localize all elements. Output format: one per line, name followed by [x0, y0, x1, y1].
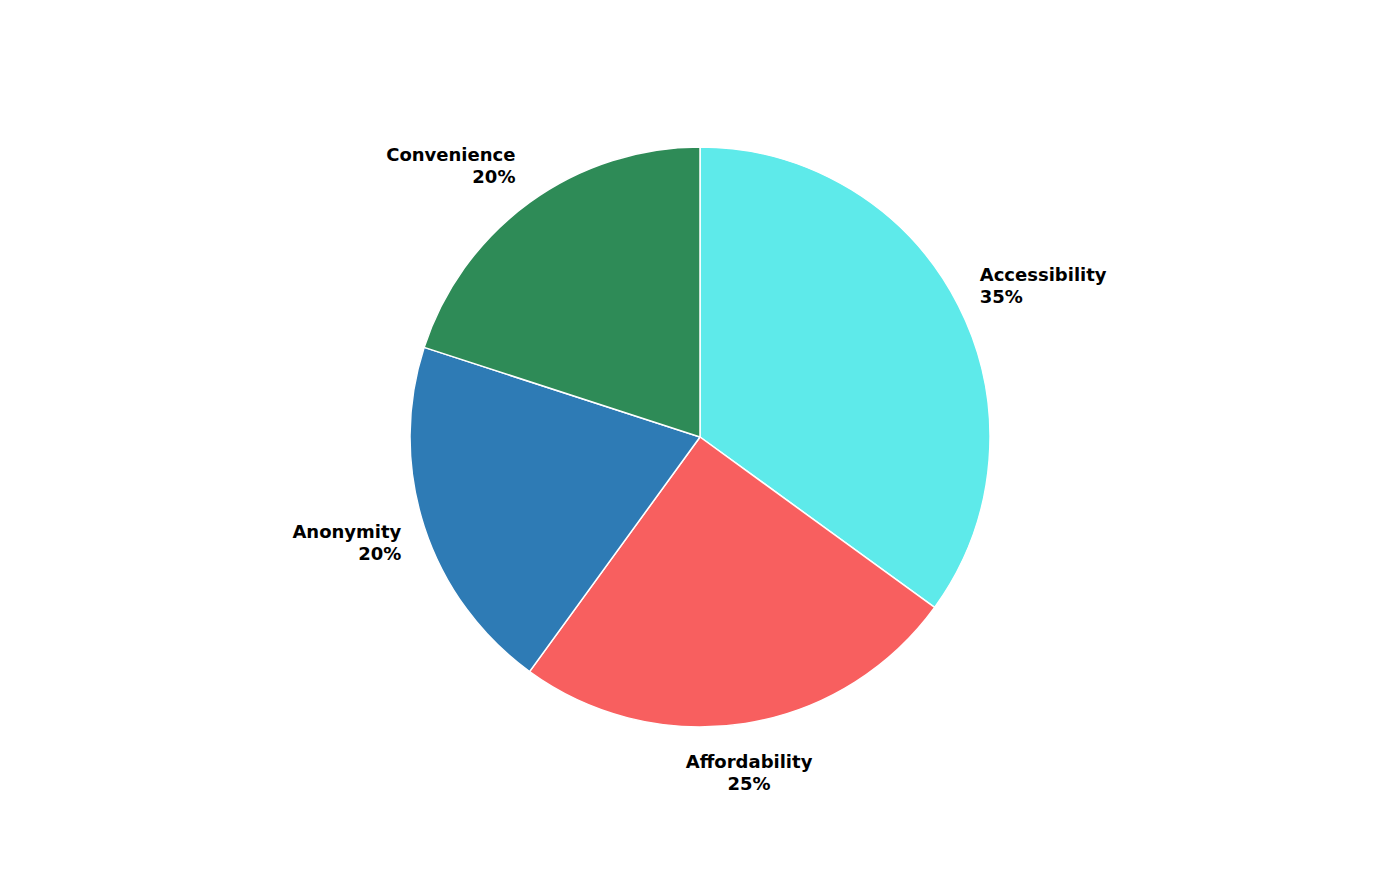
- slice-label-category: Convenience: [386, 144, 515, 165]
- pie-slice: [424, 147, 700, 437]
- chart-svg: Accessibility35% Affordability25% Anonymit…: [0, 0, 1400, 875]
- slice-label-value: 25%: [728, 773, 771, 794]
- slice-label-value: 20%: [472, 166, 515, 187]
- slice-label: Convenience20%: [386, 144, 515, 187]
- labels: Accessibility35% Affordability25% Anonymit…: [292, 144, 1106, 794]
- slice-label-category: Anonymity: [292, 521, 401, 542]
- slice-label-category: Accessibility: [980, 264, 1107, 285]
- background: [0, 0, 1400, 875]
- slice-label-category: Affordability: [686, 751, 813, 772]
- slice-label: Accessibility35%: [980, 264, 1107, 307]
- slice-label-value: 20%: [358, 543, 401, 564]
- chart-container: Accessibility35% Affordability25% Anonymit…: [0, 0, 1400, 875]
- slice-label: Affordability25%: [686, 751, 813, 794]
- slice-label: Anonymity20%: [292, 521, 401, 564]
- slices: [410, 147, 990, 727]
- slice-label-value: 35%: [980, 286, 1023, 307]
